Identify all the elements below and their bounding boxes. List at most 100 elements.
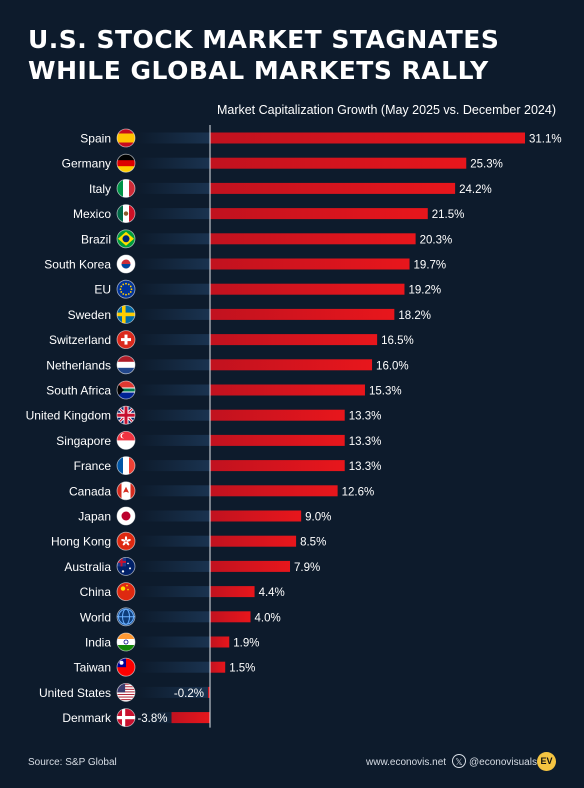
bar-track [138,157,210,169]
taiwan-flag-icon [117,658,135,677]
bar-track [138,661,210,673]
bar-track [138,636,210,648]
category-label: Mexico [73,207,111,221]
bar-track [138,510,210,522]
category-label: Japan [78,510,111,524]
bar [210,182,456,194]
sweden-flag-icon [117,305,135,324]
data-label: 12.6% [342,486,375,498]
bar [210,611,251,623]
category-label: United States [39,686,111,700]
bar [210,409,345,421]
bar-track [138,535,210,547]
category-label: United Kingdom [26,409,111,423]
australia-flag-icon [117,557,135,576]
japan-flag-icon [117,507,135,525]
bar-track [138,132,210,144]
data-label: -0.2% [174,688,204,700]
bar-track [138,283,210,295]
bar [210,535,297,547]
data-label: 19.2% [408,285,441,297]
bar [210,132,525,144]
category-label: Italy [89,182,111,196]
category-label: Brazil [81,232,111,246]
germany-flag-icon [117,154,135,173]
brazil-flag-icon [117,229,135,248]
bar [210,434,345,446]
data-label: 24.2% [459,184,492,196]
france-flag-icon [117,456,135,475]
category-label: Germany [62,157,111,171]
bar [210,485,338,497]
data-label: 13.3% [349,461,382,473]
bar [210,661,226,673]
category-label: Australia [64,560,111,574]
bar-track [138,308,210,320]
title-line-2: WHILE GLOBAL MARKETS RALLY [28,56,489,85]
data-label: 16.5% [381,335,414,347]
data-label: 13.3% [349,411,382,423]
category-label: India [85,636,111,650]
bar [171,712,210,724]
bar [210,586,255,598]
source-note: Source: S&P Global [28,757,117,768]
website-link[interactable]: www.econovis.net [366,757,447,768]
category-label: Spain [80,132,111,146]
bar [210,258,410,270]
bar-track [138,586,210,598]
bar-track [138,409,210,421]
bar [210,636,230,648]
data-label: 21.5% [432,209,465,221]
data-label: 18.2% [398,310,431,322]
bar-track [138,334,210,346]
bar-track [138,485,210,497]
category-label: Canada [69,484,111,498]
eu-flag-icon [117,280,135,299]
bar-track [138,359,210,371]
switzerland-flag-icon [117,330,135,349]
bar [210,283,405,295]
bar [210,460,345,472]
bar [210,384,365,396]
united-states-flag-icon [117,683,135,702]
bar-track [138,460,210,472]
bar [210,359,373,371]
bar [210,560,291,572]
netherlands-flag-icon [117,355,135,374]
category-label: Switzerland [49,333,111,347]
category-label: France [74,459,112,473]
bar [210,334,378,346]
bar [210,233,416,245]
data-label: 4.4% [259,587,285,599]
econovis-logo: EV [537,752,556,771]
bar-track [138,384,210,396]
data-label: 13.3% [349,436,382,448]
united-kingdom-flag-icon [117,406,135,425]
bar-track [138,560,210,572]
mexico-flag-icon [117,204,135,223]
data-label: 8.5% [300,537,326,549]
bar [210,510,302,522]
china-flag-icon [117,582,135,601]
bar-track [138,434,210,446]
hong-kong-flag-icon [117,532,135,551]
spain-flag-icon [117,129,135,147]
data-label: 25.3% [470,159,503,171]
data-label: 1.9% [233,638,259,650]
bar [210,157,467,169]
social-handle[interactable]: @econovisuals [469,757,537,768]
category-label: Sweden [68,308,111,322]
data-label: -3.8% [137,713,167,725]
bar [210,308,395,320]
singapore-flag-icon [117,431,135,450]
chart-subtitle: Market Capitalization Growth (May 2025 v… [216,103,556,117]
data-label: 4.0% [255,612,281,624]
south-africa-flag-icon [117,381,135,399]
data-label: 9.0% [305,512,331,524]
category-label: World [80,610,111,624]
india-flag-icon [117,633,135,651]
x-logo-icon: 𝕏 [452,754,466,768]
category-label: Singapore [56,434,111,448]
bar-track [138,686,210,698]
